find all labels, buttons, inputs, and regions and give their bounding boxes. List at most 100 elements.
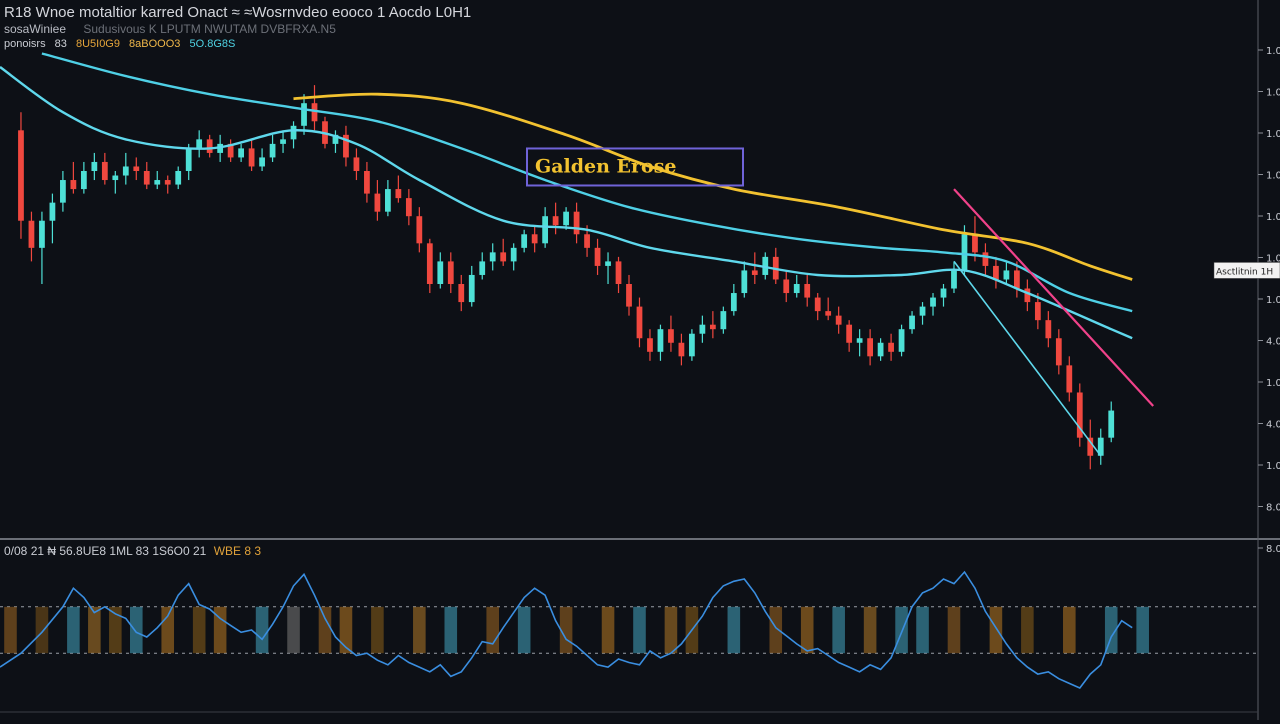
bearish-candle xyxy=(1076,383,1083,447)
candle-body xyxy=(196,139,203,149)
legend-value: 8U5I0G9 xyxy=(75,38,120,50)
bearish-candle xyxy=(500,238,507,266)
candle-body xyxy=(1066,365,1073,393)
candle-body xyxy=(259,157,265,167)
oscillator-line xyxy=(0,570,1133,689)
bullish-candle xyxy=(898,324,905,357)
bullish-candle xyxy=(510,243,517,271)
bullish-candle xyxy=(238,143,244,162)
oscillator-bar xyxy=(947,606,961,654)
candle-body xyxy=(290,125,297,140)
candle-body xyxy=(521,234,528,248)
bearish-candle xyxy=(668,315,674,352)
candle-body xyxy=(500,252,507,262)
bearish-candle xyxy=(164,175,171,194)
bearish-candle xyxy=(804,274,811,307)
candle-body xyxy=(615,261,622,284)
candle-body xyxy=(39,220,45,248)
candle-body xyxy=(479,261,486,275)
oscillator-bar xyxy=(67,606,80,654)
oscillator-bar xyxy=(633,606,646,654)
candle-body xyxy=(626,284,632,307)
bearish-candle xyxy=(846,320,853,352)
bearish-candle xyxy=(972,216,978,262)
bearish-candle xyxy=(353,148,360,181)
candle-body xyxy=(961,234,968,271)
bullish-candle xyxy=(290,121,297,149)
bearish-candle xyxy=(458,274,465,312)
bearish-candle xyxy=(1066,356,1073,402)
oscillator-bar xyxy=(895,606,908,654)
bearish-candle xyxy=(573,202,580,244)
candle-body xyxy=(91,161,98,171)
bearish-candle xyxy=(835,306,842,334)
bearish-candle xyxy=(626,274,632,316)
candle-body xyxy=(867,338,873,357)
candle-body xyxy=(898,329,905,352)
bearish-candle xyxy=(311,85,318,131)
candle-body xyxy=(940,288,947,298)
candle-body xyxy=(919,306,926,316)
candle-body xyxy=(332,134,339,144)
candle-body xyxy=(563,211,569,226)
bearish-candle xyxy=(28,211,35,262)
bearish-candle xyxy=(1055,329,1062,375)
annotation-box xyxy=(526,147,744,187)
candle-body xyxy=(605,261,611,266)
bearish-candle xyxy=(101,152,108,185)
bearish-candle xyxy=(647,329,653,361)
candle-body xyxy=(751,270,758,275)
candle-body xyxy=(395,189,402,199)
candle-body xyxy=(573,211,580,235)
candle-body xyxy=(678,342,685,357)
bullish-candle xyxy=(122,152,129,185)
oscillator-bar xyxy=(1063,606,1076,654)
candle-body xyxy=(227,143,234,158)
bullish-candle xyxy=(563,207,569,230)
bullish-candle xyxy=(657,324,664,361)
candle-body xyxy=(741,270,748,294)
candle-body xyxy=(877,342,884,357)
candle-body xyxy=(280,139,286,144)
legend-value: 83 xyxy=(54,38,67,50)
price-tick-label: 1.0 xyxy=(1266,212,1280,223)
candle-body xyxy=(951,270,957,289)
moving-average-mid xyxy=(41,52,1133,313)
bearish-candle xyxy=(888,333,894,361)
bullish-candle xyxy=(217,134,224,162)
bearish-candle xyxy=(783,270,790,303)
candle-body xyxy=(909,315,915,330)
candle-body xyxy=(18,130,24,221)
price-tick-label: 8.0 xyxy=(1266,503,1280,514)
bullish-candle xyxy=(332,130,339,153)
bearish-candle xyxy=(206,134,213,158)
candle-body xyxy=(1034,302,1041,321)
candle-body xyxy=(112,175,119,181)
bullish-candle xyxy=(730,284,737,316)
candle-body xyxy=(301,103,307,126)
oscillator-bar xyxy=(413,606,426,654)
candle-body xyxy=(154,180,161,185)
bearish-candle xyxy=(374,180,381,221)
candle-body xyxy=(60,180,66,203)
candle-body xyxy=(793,284,800,294)
oscillator-bar xyxy=(4,606,17,654)
candle-body xyxy=(689,333,695,357)
bearish-candle xyxy=(594,238,601,275)
bullish-candle xyxy=(385,180,391,217)
candle-body xyxy=(206,139,213,153)
oscillator-bar xyxy=(769,606,783,654)
candle-body xyxy=(28,220,35,248)
bearish-candle xyxy=(531,225,538,253)
values-legend: ponoisrs 83 8U5I0G9 8aBOOO3 5O.8G8S xyxy=(4,38,241,50)
oscillator-bar xyxy=(517,606,531,654)
bullish-candle xyxy=(479,252,486,280)
bearish-candle xyxy=(751,252,758,284)
chart-title-line: R18 Wnoe motaltior karred Onact ≈ ≈Wosrn… xyxy=(4,4,472,21)
candle-body xyxy=(416,216,423,244)
oscillator-bar xyxy=(318,606,332,654)
candle-body xyxy=(353,157,360,171)
candle-body xyxy=(343,134,349,158)
candle-body xyxy=(730,293,737,312)
